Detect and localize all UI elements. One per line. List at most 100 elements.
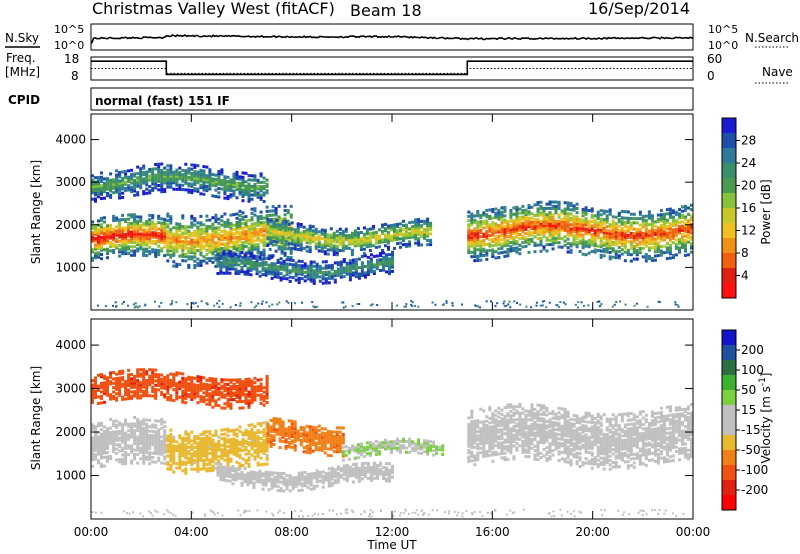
power-cell (103, 181, 106, 185)
velocity-cell (208, 430, 212, 434)
power-cell (211, 226, 215, 230)
power-cell (145, 239, 149, 243)
power-cell (473, 244, 477, 248)
power-cell (166, 168, 170, 172)
power-cell (121, 183, 125, 187)
velocity-cell (211, 445, 215, 448)
power-cell (169, 183, 173, 187)
power-cell (157, 217, 161, 220)
power-cell (629, 223, 633, 227)
power-cell (256, 191, 260, 195)
velocity-cell (250, 429, 254, 433)
power-cell (252, 267, 256, 271)
power-cell (560, 237, 564, 241)
velocity-cell (338, 430, 342, 434)
power-cell (232, 240, 236, 244)
velocity-cell (136, 452, 140, 456)
velocity-cell (305, 424, 309, 428)
power-cell (157, 179, 161, 183)
velocity-cell (420, 443, 424, 447)
power-cell (269, 220, 273, 224)
power-cell (584, 244, 588, 248)
power-cell (384, 235, 387, 239)
velocity-cell (229, 457, 233, 461)
power-cell (166, 172, 170, 176)
velocity-cell (133, 416, 137, 419)
power-cell (112, 227, 116, 231)
power-cell (291, 259, 295, 262)
power-cell (157, 240, 161, 244)
power-cell (284, 231, 288, 234)
power-cell (287, 222, 291, 226)
power-cell (647, 233, 651, 237)
power-cell (121, 233, 125, 237)
power-cell (184, 236, 188, 239)
power-cell (106, 230, 109, 234)
power-cell (344, 246, 348, 250)
velocity-cell (365, 452, 369, 456)
power-cell (629, 246, 633, 250)
power-cell (332, 236, 336, 239)
power-cell (681, 224, 684, 228)
power-cell (109, 236, 113, 240)
power-cell (136, 234, 140, 238)
power-cell (211, 248, 215, 252)
power-cell (659, 223, 663, 227)
power-cell (497, 256, 501, 259)
colorbar-tick-label: 28 (741, 134, 756, 148)
velocity-cell (278, 430, 282, 434)
power-cell (270, 264, 274, 268)
power-cell (429, 243, 433, 247)
power-cell (348, 269, 352, 273)
velocity-cell (136, 435, 140, 439)
velocity-cell (272, 423, 276, 427)
power-cell (388, 259, 391, 263)
velocity-cell (259, 430, 263, 434)
power-cell (181, 233, 185, 237)
power-cell (590, 207, 594, 211)
power-cell (181, 168, 185, 172)
power-cell (587, 243, 591, 247)
power-cell (154, 223, 158, 226)
velocity-cell (151, 429, 155, 433)
power-cell (518, 226, 522, 230)
power-cell (515, 225, 519, 228)
velocity-cell (338, 439, 342, 443)
velocity-cell (151, 440, 155, 444)
velocity-cell (166, 450, 170, 453)
power-cell (587, 232, 591, 236)
power-cell (354, 266, 358, 270)
power-cell (491, 248, 495, 252)
power-cell (148, 224, 152, 228)
power-cell (653, 248, 657, 252)
power-cell (311, 301, 314, 304)
velocity-cell (139, 433, 143, 437)
power-cell (611, 255, 615, 259)
power-cell (148, 174, 152, 178)
power-cell (118, 194, 122, 198)
power-cell (657, 300, 660, 303)
velocity-cell (184, 450, 188, 453)
velocity-cell (190, 458, 194, 462)
power-cell (662, 223, 666, 227)
power-cell (524, 210, 528, 214)
power-cell (584, 242, 588, 246)
velocity-cell (223, 449, 227, 453)
power-cell (112, 219, 116, 223)
power-cell (599, 236, 603, 240)
velocity-cell (178, 451, 182, 455)
velocity-cell (163, 457, 167, 461)
power-cell (190, 225, 194, 229)
power-cell (596, 221, 600, 225)
power-cell (354, 268, 358, 272)
power-cell (205, 189, 209, 193)
power-cell (684, 230, 687, 234)
power-cell (238, 177, 242, 181)
power-cell (336, 271, 340, 275)
power-cell (139, 224, 143, 227)
colorbar-tick-label: 16 (741, 201, 756, 215)
power-cell (142, 222, 146, 225)
power-cell (277, 219, 281, 223)
power-cell (623, 233, 627, 237)
power-cell (169, 227, 173, 231)
